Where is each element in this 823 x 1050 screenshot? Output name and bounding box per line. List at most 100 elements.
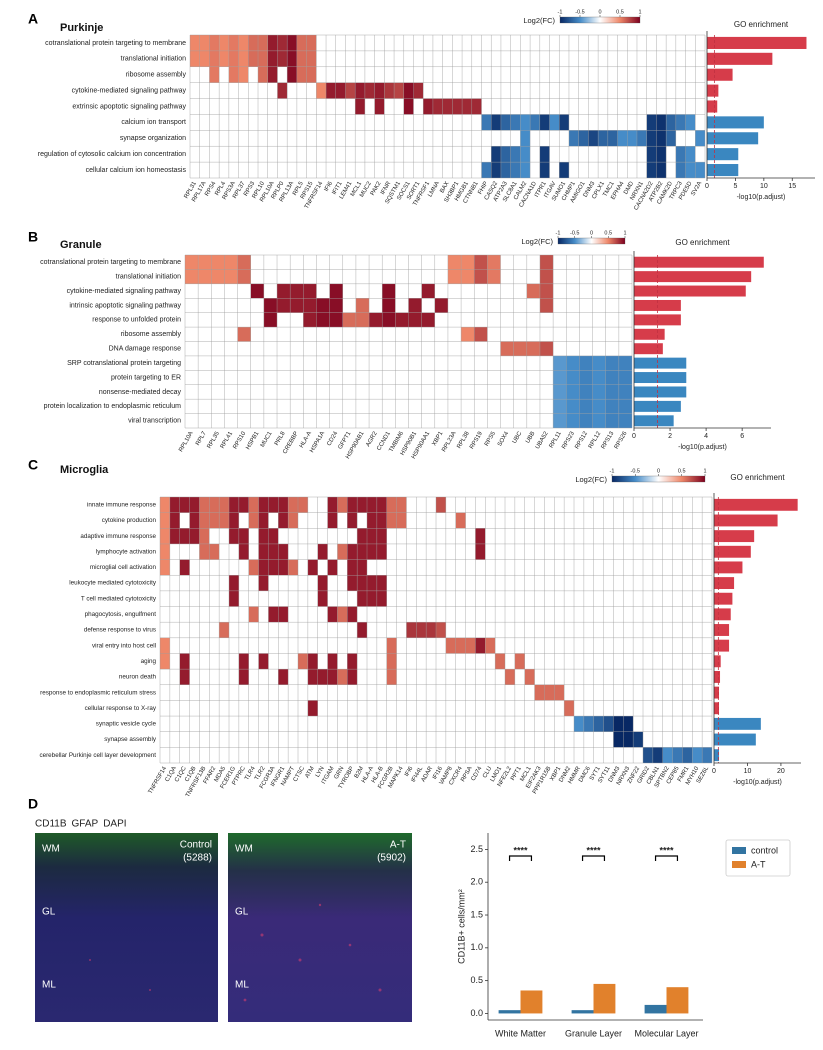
go-bar (634, 314, 681, 326)
heatmap-cell (568, 130, 579, 147)
heatmap-cell (471, 98, 482, 115)
y-tick-label: 0.5 (470, 975, 483, 985)
heatmap-cell (603, 716, 614, 732)
pathway-label: cytokine-mediated signaling pathway (72, 87, 187, 94)
panel-letter: D (28, 796, 38, 812)
colorbar-tick-label: 0 (590, 230, 593, 236)
heatmap-cell (277, 298, 291, 313)
heatmap-cell (258, 66, 268, 83)
go-tick-label: 0 (705, 183, 709, 190)
heatmap-cell (185, 255, 199, 270)
heatmap-cell (345, 82, 356, 99)
go-tick-label: 6 (740, 433, 744, 440)
legend-label: control (751, 845, 778, 855)
heatmap-cell (559, 162, 569, 178)
go-bar (707, 68, 733, 81)
heatmap-cell (403, 98, 414, 115)
heatmap-cell (277, 35, 288, 51)
heatmap-cell (491, 162, 501, 178)
heatmap-cell (238, 35, 249, 51)
heatmap-cell (224, 269, 238, 284)
heatmap-cell (442, 98, 453, 115)
heatmap-cell (374, 82, 385, 99)
heatmap-cell (179, 497, 190, 513)
heatmap-cell (347, 497, 358, 513)
pathway-label: adaptive immune response (80, 533, 156, 540)
heatmap-cell (656, 162, 667, 178)
heatmap-cell (605, 413, 619, 428)
heatmap-cell (355, 298, 370, 313)
go-tick-label: 20 (777, 768, 785, 775)
heatmap-cell (666, 114, 676, 131)
heatmap-cell (539, 283, 554, 299)
heatmap-cell (307, 700, 318, 717)
heatmap-cell (228, 35, 239, 51)
go-bar (707, 148, 739, 161)
heatmap-cell (592, 413, 606, 428)
heatmap-cell (656, 114, 667, 131)
heatmap-cell (520, 114, 531, 131)
heatmap-cell (553, 384, 567, 400)
heatmap-cell (288, 559, 298, 576)
heatmap-cell (296, 66, 307, 83)
heatmap-cell (238, 543, 249, 560)
go-tick-label: 4 (704, 433, 708, 440)
heatmap-cell (209, 497, 220, 513)
heatmap-cell (376, 590, 387, 607)
heatmap-cell (268, 606, 279, 623)
heatmap-cell (559, 114, 569, 131)
significance-label: **** (659, 845, 674, 855)
heatmap-cell (613, 716, 624, 732)
region-label: WM (42, 844, 60, 855)
heatmap-cell (605, 399, 619, 414)
heatmap-cell (618, 413, 632, 428)
heatmap-cell (190, 50, 200, 67)
heatmap-cell (549, 114, 560, 131)
heatmap-cell (627, 130, 637, 147)
heatmap-cell (287, 50, 297, 67)
heatmap-cell (316, 298, 330, 313)
heatmap-cell (455, 512, 466, 529)
pathway-label: extrinsic apoptotic signaling pathway (72, 103, 186, 110)
heatmap-cell (189, 528, 200, 544)
heatmap-cell (209, 35, 220, 51)
heatmap-cell (702, 747, 712, 763)
heatmap-cell (347, 653, 358, 670)
colorbar-tick-label: 1 (703, 468, 706, 474)
heatmap-cell (423, 98, 433, 115)
go-bar (714, 608, 731, 621)
heatmap-cell (636, 130, 647, 147)
heatmap-cell (672, 747, 683, 763)
gene-label: CD24 (326, 430, 339, 447)
go-bar (634, 285, 746, 297)
pathway-label: translational initiation (121, 56, 186, 63)
significance-bracket (654, 855, 679, 861)
heatmap-cell (685, 114, 696, 131)
heatmap-cell (287, 66, 297, 83)
go-bar (707, 36, 807, 49)
heatmap-cell (579, 355, 593, 371)
heatmap-cell (553, 399, 567, 414)
image-count: (5902) (377, 853, 406, 864)
heatmap-cell (566, 370, 580, 385)
heatmap-cell (613, 731, 624, 748)
pathway-label: cotranslational protein targeting to mem… (40, 259, 181, 266)
heatmap-cell (474, 269, 488, 284)
heatmap-cell (675, 114, 686, 131)
go-bar (634, 386, 687, 398)
panel-letter: A (28, 11, 38, 27)
heatmap-cell (623, 716, 634, 732)
heatmap-cell (376, 528, 387, 544)
heatmap-cell (583, 716, 594, 732)
heatmap-cell (219, 497, 229, 513)
colorbar-label: Log2(FC) (523, 16, 555, 25)
heatmap-cell (160, 497, 170, 513)
heatmap-cell (695, 130, 705, 147)
pathway-label: SRP cotranslational protein targeting (67, 360, 181, 367)
heatmap-cell (199, 528, 210, 544)
heatmap-title: Granule (60, 239, 102, 251)
heatmap-cell (579, 399, 593, 414)
heatmap-cell (211, 255, 225, 270)
go-bar (707, 164, 739, 177)
go-bar (714, 655, 721, 668)
